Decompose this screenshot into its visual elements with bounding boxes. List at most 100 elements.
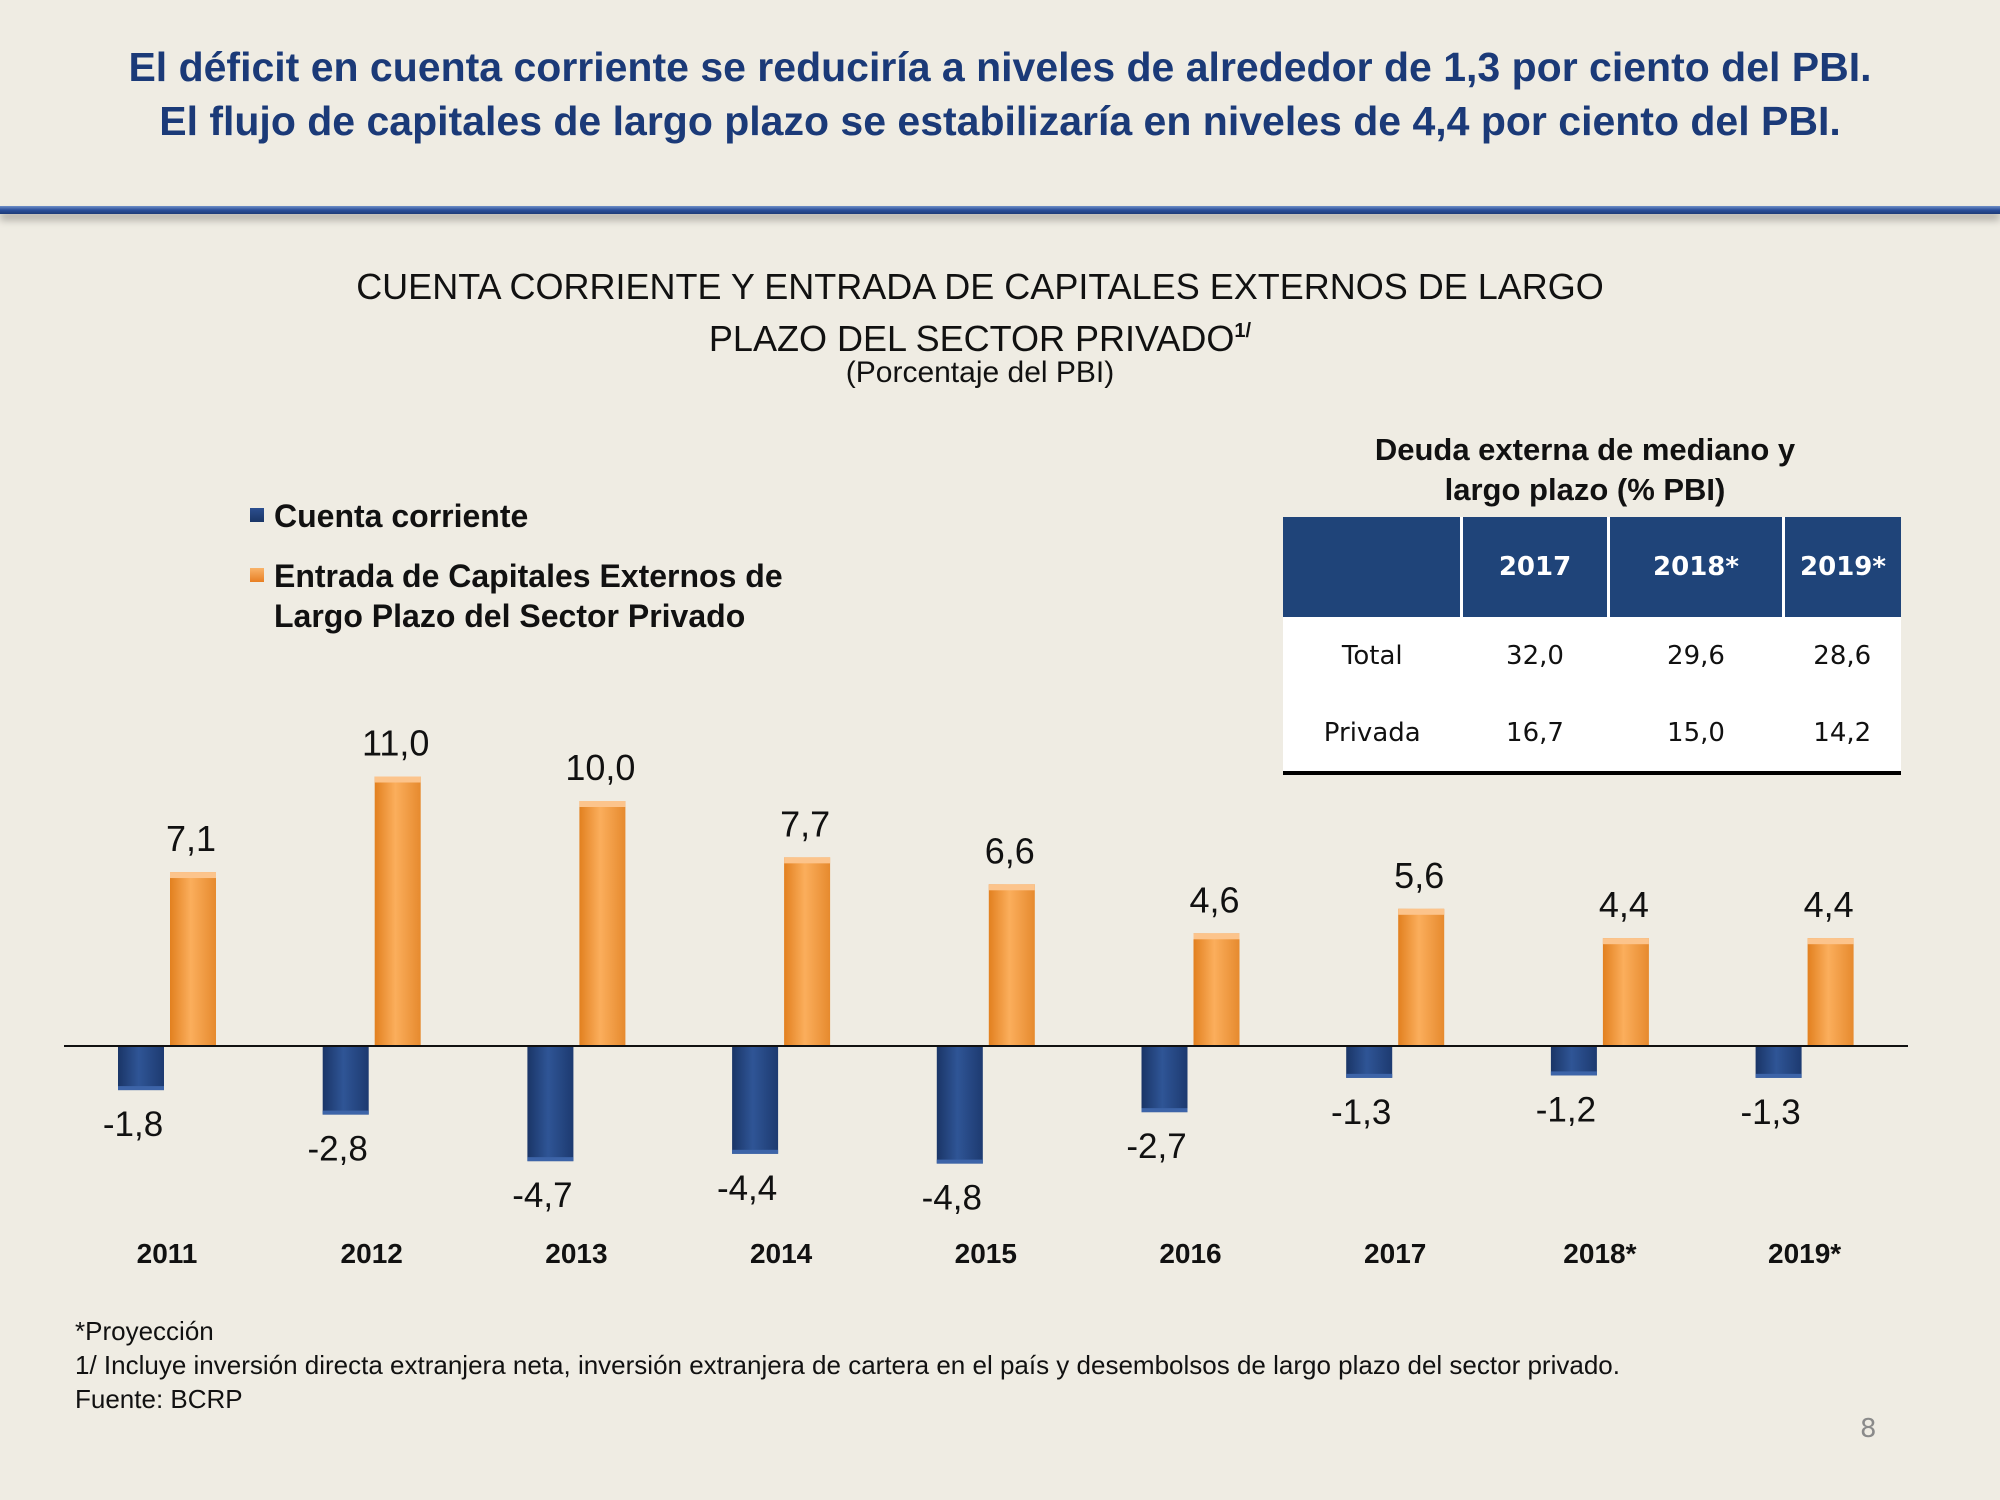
debt-table-title-line-1: Deuda externa de mediano y (1374, 432, 1796, 467)
debt-table-header-blank (1283, 517, 1462, 617)
debt-cell: 32,0 (1461, 617, 1609, 694)
note-projection: *Proyección (75, 1316, 214, 1346)
debt-cell: 29,6 (1608, 617, 1784, 694)
bar-capital-inflows-2019 (1807, 938, 1854, 1046)
legend-item-capital-inflows: Entrada de Capitales Externos de Largo P… (250, 556, 783, 636)
x-tick-label: 2019* (1768, 1238, 1841, 1269)
bar-current-account-2015 (936, 1046, 983, 1164)
bar-current-account-cap (732, 1149, 779, 1154)
bar-capital-inflows-cap (579, 801, 626, 807)
debt-row-label: Total (1283, 617, 1462, 694)
debt-row-label: Privada (1283, 694, 1462, 775)
bar-current-account-2013 (527, 1046, 574, 1162)
debt-cell: 28,6 (1783, 617, 1901, 694)
page-number: 8 (1860, 1414, 1877, 1444)
x-tick-label: 2018* (1563, 1238, 1636, 1269)
bar-current-account-2016 (1141, 1046, 1188, 1113)
table-row: Total 32,0 29,6 28,6 (1283, 617, 1901, 694)
bar-capital-inflows-2011 (170, 872, 216, 1046)
bar-capital-inflows-2014 (784, 857, 831, 1046)
bar-capital-inflows-2017 (1398, 908, 1445, 1046)
chart-title-line-2-text: PLAZO DEL SECTOR PRIVADO (708, 318, 1235, 359)
legend-swatch-orange-icon (250, 568, 264, 582)
data-label-capital-inflows: 7,7 (780, 803, 830, 844)
header-divider (0, 206, 2000, 214)
bar-current-account-2012 (322, 1046, 369, 1115)
bar-current-account-2019 (1755, 1046, 1802, 1078)
note-footnote: 1/ Incluye inversión directa extranjera … (75, 1350, 1620, 1380)
bar-current-account-cap (1141, 1108, 1188, 1113)
data-label-capital-inflows: 6,6 (985, 830, 1035, 871)
chart-title-line-1: CUENTA CORRIENTE Y ENTRADA DE CAPITALES … (356, 266, 1604, 307)
legend-label-capital-inflows-line-2: Largo Plazo del Sector Privado (274, 598, 746, 634)
x-tick-label: 2011 (137, 1238, 198, 1269)
data-label-current-account: -2,8 (308, 1130, 368, 1169)
legend-label-capital-inflows-line-1: Entrada de Capitales Externos de (274, 558, 783, 594)
chart-subtitle: (Porcentaje del PBI) (845, 356, 1115, 389)
headline: El déficit en cuenta corriente se reduci… (0, 40, 2000, 148)
bar-current-account-2018 (1550, 1046, 1597, 1076)
bar-capital-inflows-cap (988, 884, 1035, 891)
legend-item-current-account: Cuenta corriente (250, 496, 783, 536)
headline-line-1: El déficit en cuenta corriente se reduci… (128, 44, 1872, 90)
data-label-current-account: -4,4 (717, 1169, 777, 1208)
bar-capital-inflows-cap (170, 872, 216, 879)
bar-current-account-cap (1550, 1071, 1597, 1076)
bar-capital-inflows-cap (1193, 933, 1240, 940)
bar-current-account-cap (527, 1157, 574, 1162)
data-label-capital-inflows: 4,4 (1804, 884, 1854, 925)
data-label-capital-inflows: 10,0 (565, 747, 635, 788)
debt-table-header-2018: 2018* (1607, 517, 1784, 617)
data-label-capital-inflows: 4,4 (1599, 884, 1649, 925)
debt-table-header-2017: 2017 (1460, 517, 1609, 617)
debt-cell: 15,0 (1608, 694, 1784, 775)
chart-title-line-2: PLAZO DEL SECTOR PRIVADO1/ (0, 309, 1960, 361)
data-label-capital-inflows: 5,6 (1394, 855, 1444, 896)
debt-table-title-line-2: largo plazo (% PBI) (1444, 472, 1726, 507)
bar-current-account-cap (1346, 1073, 1393, 1078)
data-label-current-account: -1,3 (1331, 1093, 1391, 1132)
footnotes: *Proyección 1/ Incluye inversión directa… (75, 1314, 1620, 1416)
x-tick-label: 2012 (341, 1238, 403, 1269)
bar-capital-inflows-cap (784, 857, 831, 864)
bar-capital-inflows-cap (1602, 938, 1649, 945)
legend-swatch-blue-icon (250, 508, 264, 522)
bar-capital-inflows-cap (374, 776, 421, 783)
x-tick-label: 2016 (1159, 1238, 1221, 1269)
chart-legend: Cuenta corriente Entrada de Capitales Ex… (250, 496, 783, 636)
bar-capital-inflows-2016 (1193, 933, 1240, 1046)
bar-current-account-cap (1755, 1073, 1802, 1078)
bar-capital-inflows-2012 (374, 776, 421, 1046)
bar-current-account-2014 (732, 1046, 779, 1154)
bar-capital-inflows-2013 (579, 801, 626, 1046)
bar-current-account-cap (322, 1110, 369, 1115)
table-row: Privada 16,7 15,0 14,2 (1283, 694, 1901, 775)
data-label-current-account: -4,8 (922, 1179, 982, 1218)
x-tick-label: 2017 (1364, 1238, 1426, 1269)
note-source: Fuente: BCRP (75, 1384, 243, 1414)
headline-line-2: El flujo de capitales de largo plazo se … (159, 98, 1841, 144)
bar-current-account-2017 (1346, 1046, 1393, 1078)
bar-capital-inflows-cap (1398, 908, 1445, 915)
data-label-capital-inflows: 7,1 (166, 818, 216, 859)
bar-capital-inflows-2018 (1602, 938, 1649, 1046)
data-label-current-account: -1,8 (103, 1105, 163, 1144)
debt-table-header-2019: 2019* (1782, 517, 1901, 617)
data-label-current-account: -1,3 (1740, 1093, 1800, 1132)
x-tick-label: 2015 (955, 1238, 1017, 1269)
bar-current-account-cap (118, 1086, 164, 1091)
data-label-current-account: -2,7 (1126, 1127, 1186, 1166)
chart-title: CUENTA CORRIENTE Y ENTRADA DE CAPITALES … (0, 264, 1960, 361)
debt-table: 2017 2018* 2019* Total 32,0 29,6 28,6 Pr… (1283, 517, 1901, 775)
data-label-capital-inflows: 11,0 (362, 723, 429, 764)
data-label-capital-inflows: 4,6 (1189, 879, 1239, 920)
chart-title-superscript: 1/ (1234, 320, 1252, 342)
bar-current-account-cap (936, 1159, 983, 1164)
debt-cell: 14,2 (1783, 694, 1901, 775)
debt-cell: 16,7 (1461, 694, 1609, 775)
x-tick-label: 2013 (545, 1238, 607, 1269)
data-label-current-account: -1,2 (1536, 1090, 1596, 1129)
debt-table-header-row: 2017 2018* 2019* (1283, 517, 1901, 617)
bar-capital-inflows-cap (1807, 938, 1854, 945)
